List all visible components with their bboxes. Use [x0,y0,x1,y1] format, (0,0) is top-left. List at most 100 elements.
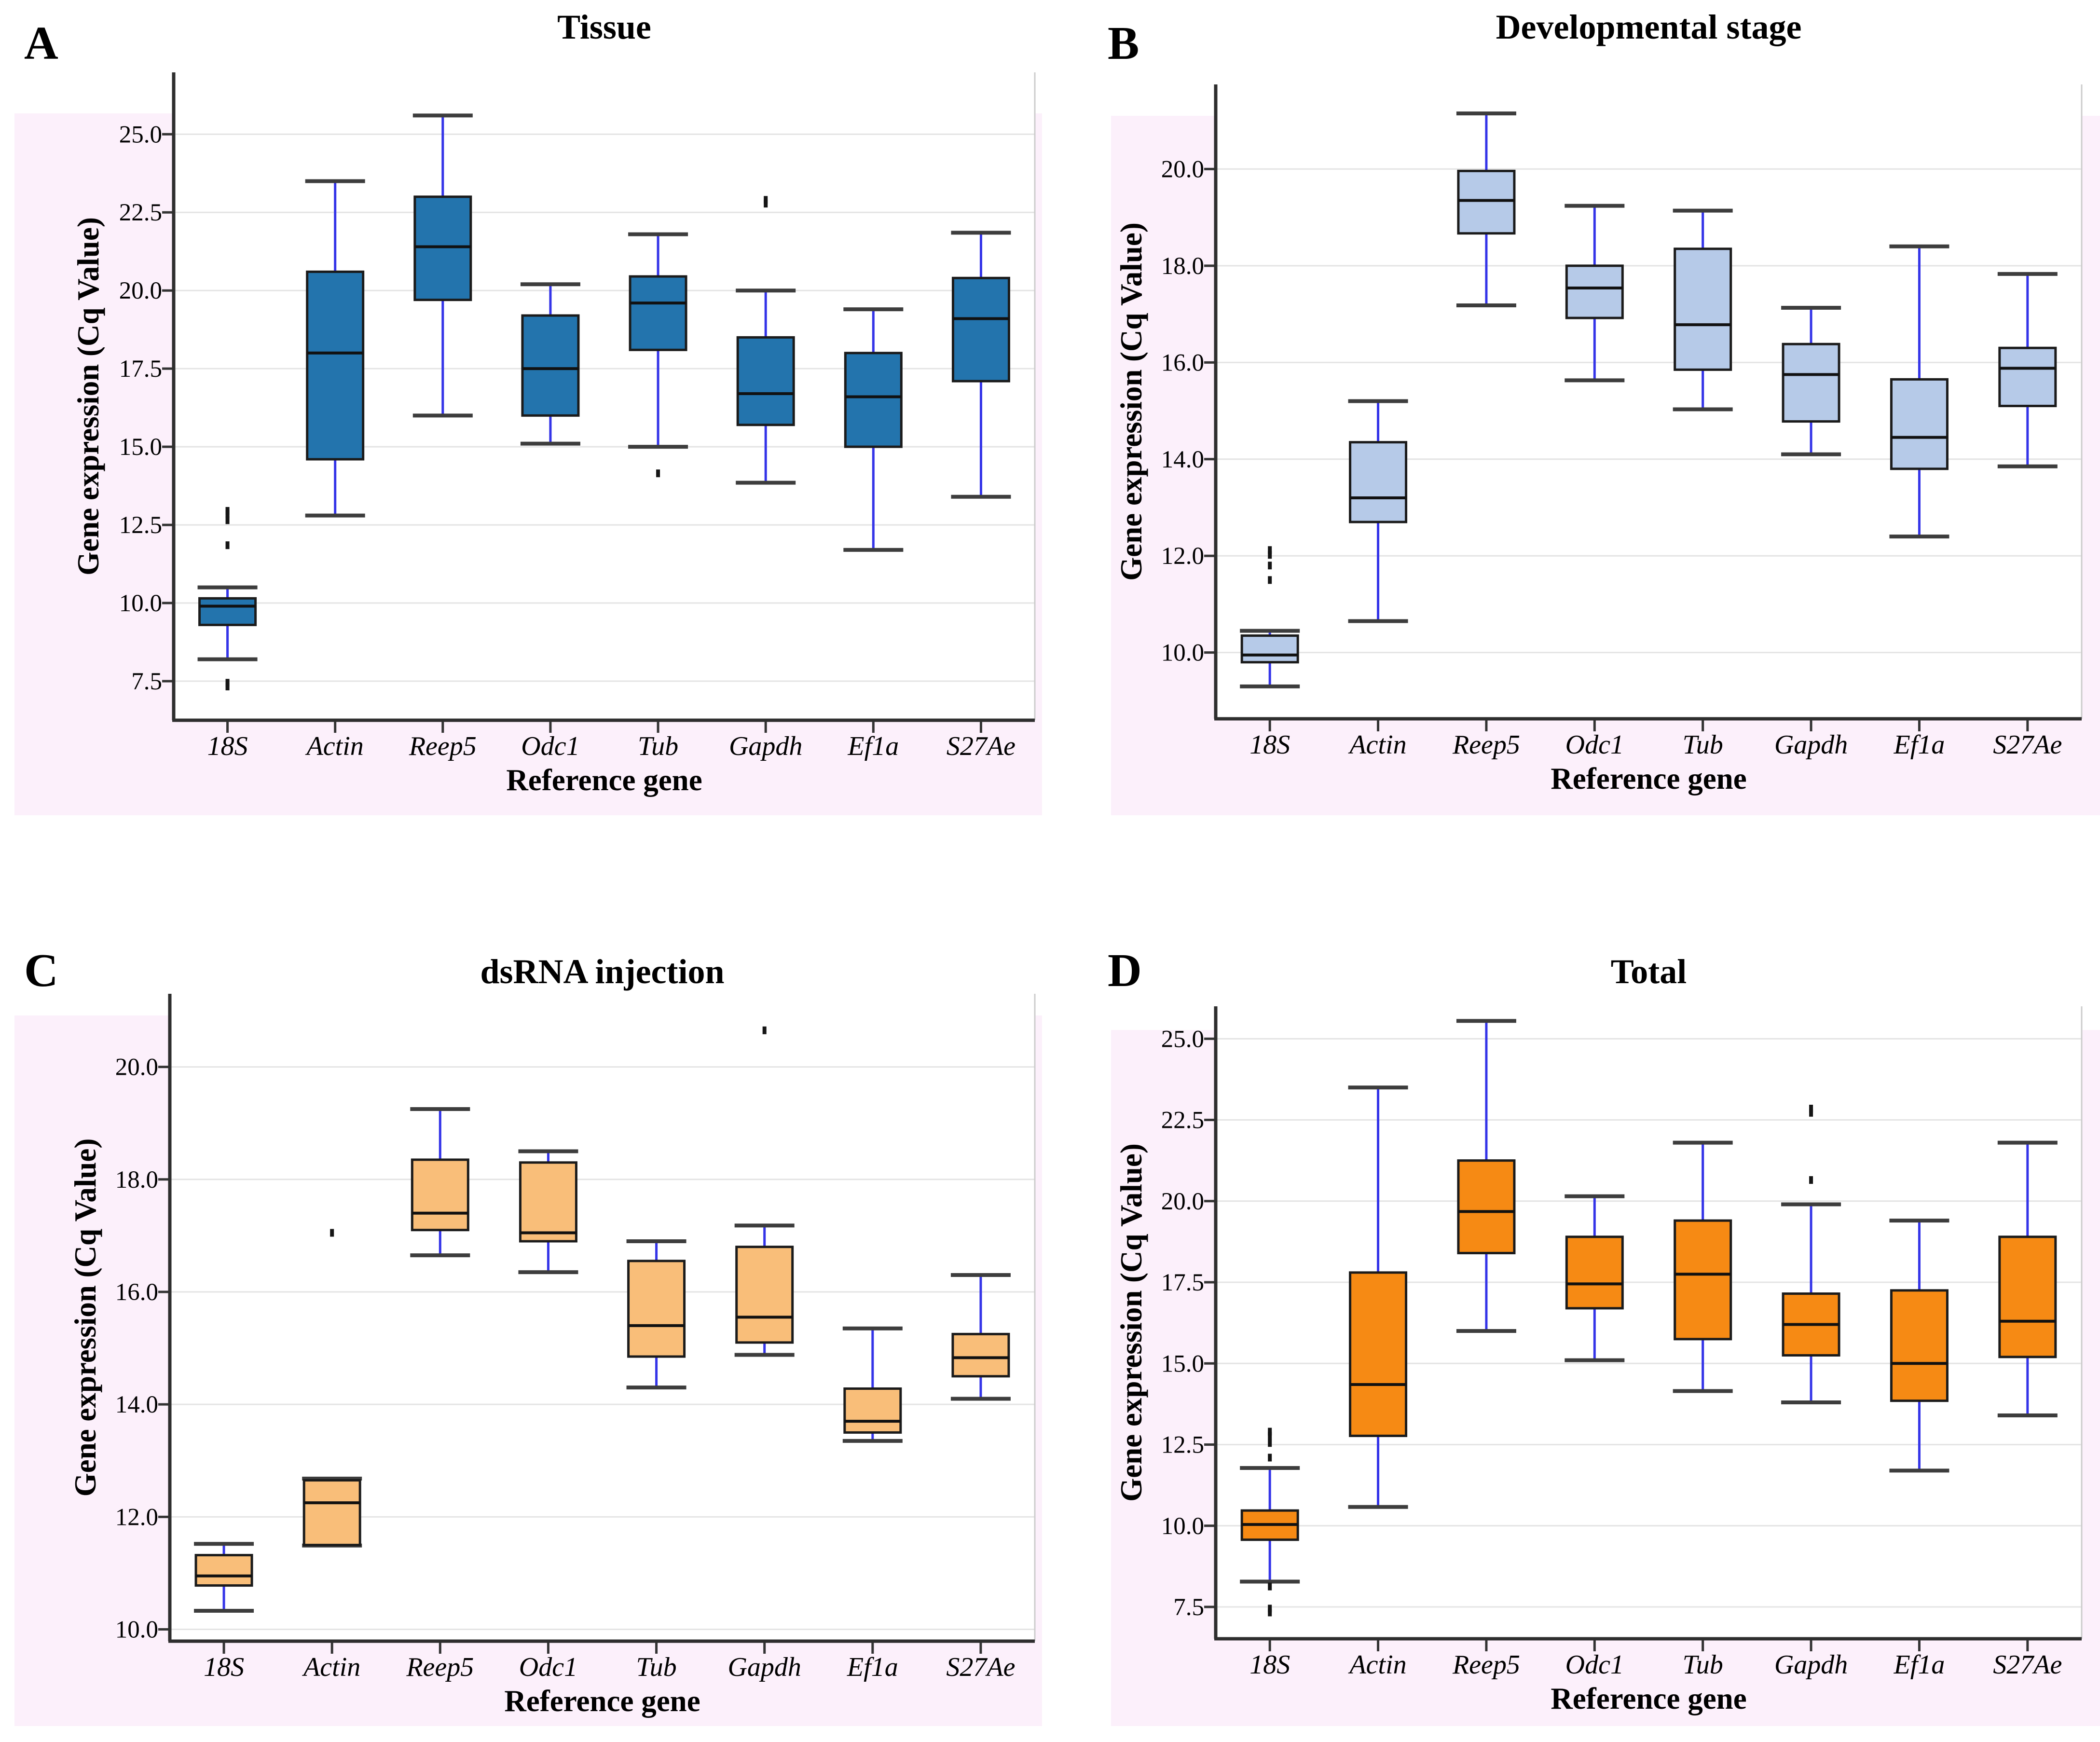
boxplot-S27Ae [951,231,1011,499]
panel-C: 10.0 12.0 14.0 16.0 18.0 20.0 18S Actin Reep5 Odc… [14,945,1042,1726]
boxplot-Gapdh [1781,1104,1841,1405]
boxplot-Tub [628,232,688,478]
y-tick-label: 7.5 [1173,1594,1204,1621]
y-tick-label: 18.0 [1161,253,1204,280]
iqr-box [413,195,472,302]
gene-label-Reep5: Reep5 [409,731,477,761]
outlier-point [1268,1454,1272,1462]
boxplot-Gapdh [736,196,796,485]
boxplot-Actin [302,1229,362,1548]
iqr-box [1349,441,1408,523]
y-tick-label: 18.0 [115,1166,158,1193]
gene-label-Tub: Tub [638,731,678,761]
boxplot-S27Ae [1997,272,2058,468]
iqr-box [411,1158,469,1232]
boxplot-Reep5 [1456,1019,1516,1333]
boxplot-18S [1240,546,1300,688]
iqr-box [1565,264,1624,319]
y-tick-label: 10.0 [115,1617,158,1644]
iqr-box [951,1332,1010,1378]
iqr-box [302,1479,361,1547]
gene-label-S27Ae: S27Ae [947,731,1016,761]
iqr-box [1565,1235,1624,1310]
panel-letter: C [24,945,58,997]
boxplot-Odc1 [520,282,580,446]
panel-letter: A [24,17,58,69]
x-axis-title: Reference gene [504,1684,700,1718]
boxplot-Actin [1348,399,1408,623]
iqr-box [519,1161,577,1243]
gene-label-Odc1: Odc1 [1565,730,1624,760]
iqr-box [844,352,903,448]
outlier-point [225,541,230,549]
y-tick-label: 20.0 [1161,156,1204,183]
plot-area [1216,1006,2082,1639]
boxplot-Odc1 [518,1149,578,1275]
boxplot-Odc1 [1565,1194,1625,1362]
x-axis-title: Reference gene [1551,762,1746,796]
outlier-point [1268,1439,1272,1447]
iqr-box [1349,1271,1408,1437]
iqr-box [306,270,365,461]
outlier-point [1268,1431,1272,1440]
y-tick-label: 10.0 [119,590,162,617]
iqr-box [1457,169,1516,235]
boxplot-S27Ae [1997,1140,2058,1417]
y-tick-label: 16.0 [115,1279,158,1306]
iqr-box [1457,1159,1516,1254]
panel-letter: D [1108,945,1142,997]
boxplot-S27Ae [950,1273,1011,1401]
gene-label-Reep5: Reep5 [1452,730,1520,760]
gene-label-Ef1a: Ef1a [1894,730,1945,760]
boxplot-Actin [1348,1085,1408,1509]
boxplot-Ef1a [1889,1219,1949,1473]
y-axis-title: Gene expression (Cq Value) [69,1138,102,1497]
y-tick-label: 12.5 [119,512,162,539]
iqr-box [1890,1289,1949,1402]
gene-label-Reep5: Reep5 [406,1652,474,1682]
y-tick-label: 10.0 [1161,1513,1204,1540]
boxplot-Tub [1673,1140,1733,1393]
boxplot-18S [1240,1427,1300,1617]
y-tick-label: 17.5 [1161,1269,1204,1296]
boxplot-18S [194,1542,254,1613]
outlier-point [1268,1582,1272,1591]
iqr-box [1674,247,1732,371]
gene-label-Tub: Tub [636,1652,677,1682]
y-tick-label: 22.5 [119,199,162,226]
outlier-point [1268,1605,1272,1613]
iqr-box [1890,378,1949,470]
iqr-box [1998,1235,2057,1358]
y-tick-label: 10.0 [1161,640,1204,667]
iqr-box [1782,343,1840,423]
outlier-point [1809,1109,1813,1117]
gene-label-Gapdh: Gapdh [1774,1650,1848,1680]
boxplot-Tub [1673,208,1733,411]
gene-label-Gapdh: Gapdh [1774,730,1848,760]
iqr-box [1998,346,2057,408]
gene-label-S27Ae: S27Ae [1993,1650,2062,1680]
y-tick-label: 15.0 [119,434,162,461]
gene-label-18S: 18S [1249,1650,1290,1680]
outlier-point [1268,576,1272,584]
plot-area [1216,84,2082,719]
gene-label-Gapdh: Gapdh [727,1652,801,1682]
outlier-point [656,469,660,478]
gene-label-Actin: Actin [305,731,364,761]
boxplot-Actin [305,179,365,518]
gene-label-S27Ae: S27Ae [946,1652,1015,1682]
boxplot-Reep5 [412,113,473,418]
outlier-point [1268,562,1272,570]
boxplot-Gapdh [1781,306,1841,456]
gene-label-Actin: Actin [302,1652,360,1682]
outlier-point [225,510,230,518]
iqr-box [198,597,257,626]
y-tick-label: 20.0 [115,1054,158,1081]
outlier-point [1268,1427,1272,1436]
panel-letter: B [1108,17,1139,69]
panel-title: Total [1611,952,1687,991]
outlier-point [225,683,230,691]
gene-label-Odc1: Odc1 [521,731,579,761]
gene-label-Tub: Tub [1683,1650,1723,1680]
